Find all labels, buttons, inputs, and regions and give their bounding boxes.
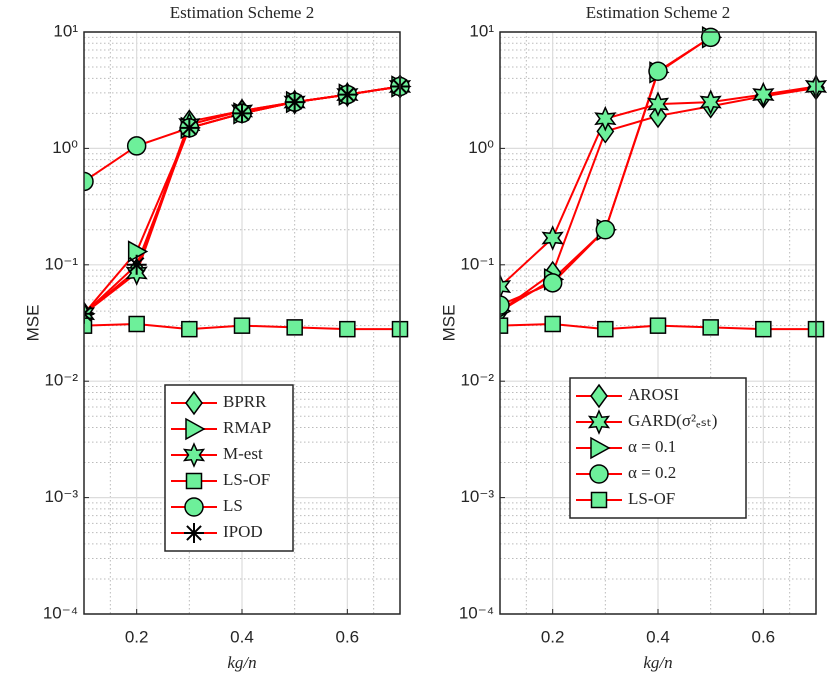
chart-title: Estimation Scheme 2 bbox=[586, 3, 730, 22]
y-tick-label: 10⁻³ bbox=[44, 487, 78, 506]
y-tick-label: 10⁻² bbox=[44, 371, 78, 390]
marker bbox=[337, 84, 358, 105]
y-tick-label: 10¹ bbox=[53, 21, 78, 40]
y-tick-label: 10⁻⁴ bbox=[459, 603, 494, 622]
y-axis-label: MSE bbox=[23, 305, 42, 342]
x-tick-label: 0.4 bbox=[646, 627, 670, 646]
legend-label: LS-OF bbox=[223, 470, 270, 489]
marker bbox=[185, 417, 206, 441]
axes-box bbox=[499, 31, 817, 615]
legend-label: LS-OF bbox=[628, 489, 675, 508]
marker bbox=[646, 91, 670, 117]
marker bbox=[500, 317, 509, 334]
marker bbox=[589, 464, 609, 484]
y-tick-label: 10⁻¹ bbox=[460, 254, 494, 273]
y-axis-label: MSE bbox=[439, 305, 458, 342]
marker bbox=[648, 61, 668, 82]
marker bbox=[286, 319, 303, 336]
y-tick-label: 10⁰ bbox=[468, 138, 494, 157]
marker bbox=[542, 273, 563, 293]
marker bbox=[700, 27, 721, 48]
x-axis-label: kg/n bbox=[227, 653, 256, 672]
marker bbox=[594, 105, 617, 132]
legend-label: M-est bbox=[223, 444, 263, 463]
x-tick-label: 0.6 bbox=[752, 627, 776, 646]
plot bbox=[500, 26, 828, 338]
chart-title: Estimation Scheme 2 bbox=[170, 3, 314, 22]
marker bbox=[84, 317, 93, 334]
marker bbox=[649, 317, 667, 334]
y-tick-label: 10¹ bbox=[469, 21, 494, 40]
legend-label: α = 0.2 bbox=[628, 463, 676, 482]
y-tick-label: 10⁻⁴ bbox=[43, 603, 78, 622]
marker bbox=[126, 254, 147, 275]
marker bbox=[284, 92, 305, 113]
legend-label: RMAP bbox=[223, 418, 271, 437]
y-tick-label: 10⁻¹ bbox=[44, 254, 78, 273]
marker bbox=[128, 315, 145, 333]
legend-box bbox=[164, 384, 294, 552]
x-tick-label: 0.6 bbox=[336, 627, 360, 646]
x-tick-label: 0.2 bbox=[541, 627, 565, 646]
marker bbox=[184, 497, 204, 517]
marker bbox=[233, 317, 251, 334]
marker bbox=[181, 320, 198, 338]
marker bbox=[702, 319, 719, 336]
marker bbox=[232, 103, 252, 124]
legend-label: α = 0.1 bbox=[628, 437, 676, 456]
legend-label: AROSI bbox=[628, 385, 679, 404]
y-tick-label: 10⁰ bbox=[52, 138, 78, 157]
marker bbox=[541, 225, 564, 251]
y-tick-label: 10⁻² bbox=[460, 371, 494, 390]
legend-label: GARD(σ²ₑₛₜ) bbox=[628, 411, 717, 430]
x-axis-label: kg/n bbox=[643, 653, 672, 672]
marker bbox=[185, 472, 203, 490]
marker bbox=[179, 117, 200, 138]
marker bbox=[184, 523, 204, 543]
legend-label: IPOD bbox=[223, 522, 263, 541]
marker bbox=[587, 409, 611, 435]
marker bbox=[595, 220, 616, 240]
marker bbox=[500, 295, 510, 315]
marker bbox=[590, 383, 608, 409]
legend-label: BPRR bbox=[223, 392, 267, 411]
marker bbox=[185, 390, 203, 416]
marker bbox=[500, 273, 512, 300]
marker bbox=[699, 89, 722, 115]
marker bbox=[590, 436, 611, 460]
marker bbox=[182, 442, 206, 468]
marker bbox=[544, 315, 561, 333]
x-tick-label: 0.2 bbox=[125, 627, 149, 646]
axes-box bbox=[83, 31, 401, 615]
marker bbox=[752, 81, 775, 108]
x-tick-label: 0.4 bbox=[230, 627, 254, 646]
marker bbox=[339, 320, 356, 338]
marker bbox=[755, 320, 772, 338]
marker bbox=[84, 171, 94, 192]
legend-label: LS bbox=[223, 496, 243, 515]
marker bbox=[126, 136, 147, 156]
marker bbox=[597, 320, 614, 338]
marker bbox=[590, 491, 608, 509]
y-tick-label: 10⁻³ bbox=[460, 487, 494, 506]
